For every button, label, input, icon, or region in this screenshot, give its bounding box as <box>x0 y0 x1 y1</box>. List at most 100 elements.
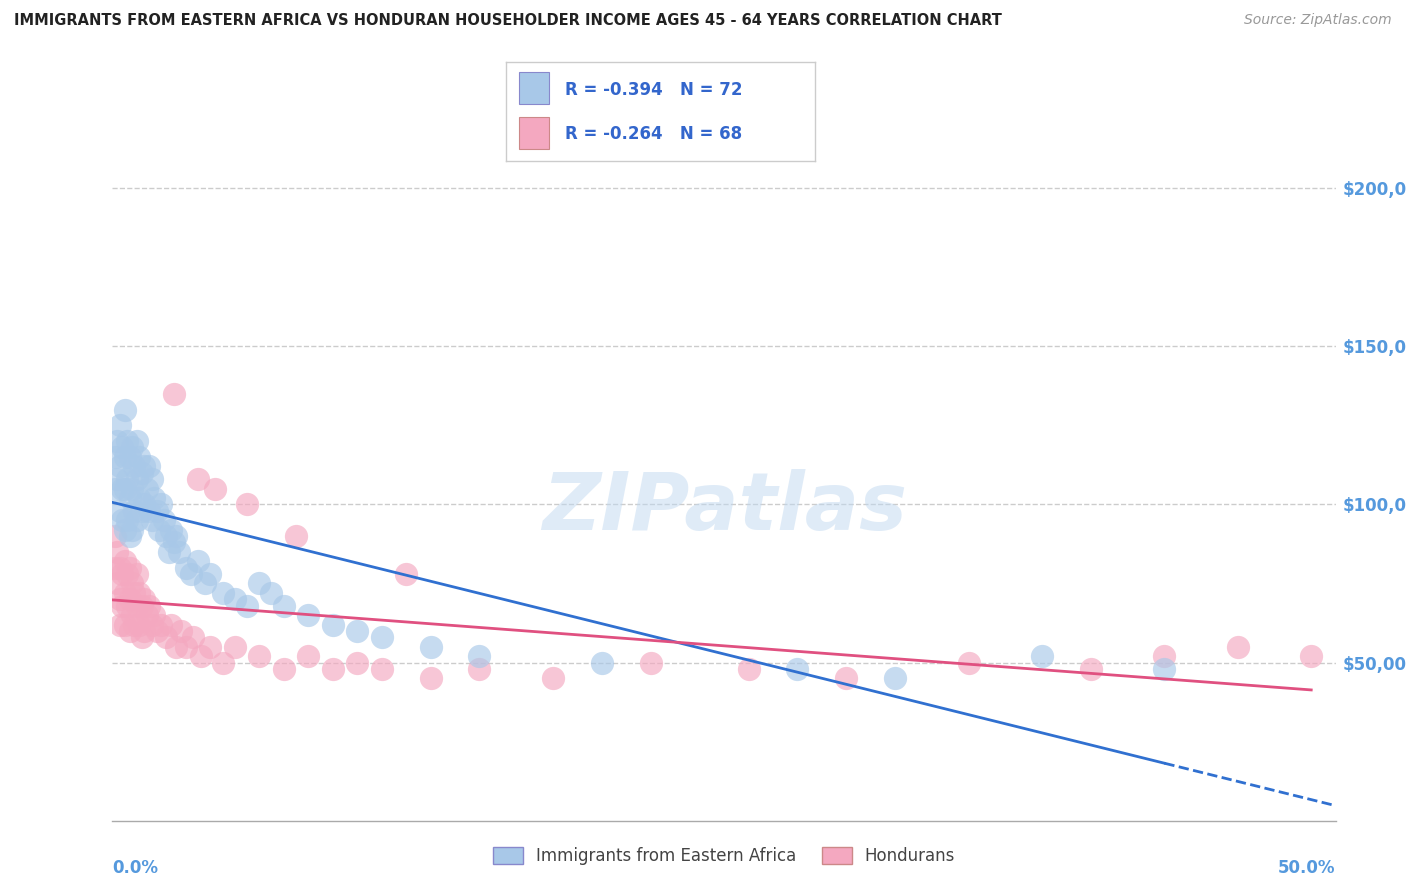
Point <box>104 560 127 574</box>
Point <box>111 482 134 496</box>
Point <box>163 535 186 549</box>
Point <box>346 656 368 670</box>
Point <box>322 662 344 676</box>
Point <box>125 472 148 486</box>
Point <box>224 592 246 607</box>
Point <box>737 662 759 676</box>
Point <box>157 545 180 559</box>
Point <box>155 630 177 644</box>
Point <box>111 566 134 581</box>
Point <box>1301 649 1323 664</box>
Point <box>108 504 131 518</box>
Point <box>108 459 131 474</box>
Point <box>370 662 392 676</box>
Point <box>105 472 128 486</box>
Point <box>1153 649 1175 664</box>
Point <box>163 386 186 401</box>
Point <box>125 566 148 581</box>
Point <box>468 649 491 664</box>
Point <box>115 472 138 486</box>
Point <box>200 566 222 581</box>
Point <box>108 617 131 632</box>
Point <box>145 624 167 638</box>
Point <box>111 599 134 613</box>
Point <box>105 434 128 449</box>
Text: ZIPatlas: ZIPatlas <box>541 468 907 547</box>
Legend: Immigrants from Eastern Africa, Hondurans: Immigrants from Eastern Africa, Honduran… <box>486 840 962 871</box>
Point <box>114 586 136 600</box>
Point <box>118 450 141 464</box>
Point <box>125 599 148 613</box>
Point <box>105 576 128 591</box>
Point <box>150 617 173 632</box>
Point <box>247 576 270 591</box>
Point <box>181 630 204 644</box>
Point <box>111 441 134 455</box>
Point <box>180 566 202 581</box>
Point <box>143 491 166 505</box>
Point <box>128 617 150 632</box>
Point <box>134 497 156 511</box>
Point <box>273 662 295 676</box>
Point <box>104 450 127 464</box>
Point <box>174 560 197 574</box>
Point <box>131 630 153 644</box>
Point <box>322 617 344 632</box>
Point <box>141 513 163 527</box>
Point <box>260 586 283 600</box>
Point <box>346 624 368 638</box>
Point <box>541 671 564 685</box>
Point <box>121 482 143 496</box>
Point <box>395 566 418 581</box>
Point <box>141 617 163 632</box>
Point <box>204 482 226 496</box>
Point <box>128 450 150 464</box>
Text: R = -0.394   N = 72: R = -0.394 N = 72 <box>565 81 742 99</box>
Point <box>640 656 662 670</box>
Point <box>153 513 176 527</box>
Point <box>236 497 259 511</box>
Point <box>174 640 197 654</box>
Point <box>1031 649 1053 664</box>
Point <box>114 523 136 537</box>
Point <box>145 504 167 518</box>
Point <box>125 434 148 449</box>
Point <box>187 472 209 486</box>
Point <box>160 617 183 632</box>
Point <box>835 671 858 685</box>
Point <box>114 482 136 496</box>
Point <box>786 662 808 676</box>
Point <box>114 617 136 632</box>
Point <box>419 671 441 685</box>
Point <box>115 566 138 581</box>
Point <box>370 630 392 644</box>
Point <box>211 586 233 600</box>
Point <box>131 504 153 518</box>
Point <box>165 529 187 543</box>
Text: 0.0%: 0.0% <box>112 859 159 877</box>
Point <box>170 624 193 638</box>
Point <box>273 599 295 613</box>
Point <box>1153 662 1175 676</box>
Text: 50.0%: 50.0% <box>1278 859 1336 877</box>
Point <box>165 640 187 654</box>
Point <box>134 624 156 638</box>
Point <box>114 554 136 568</box>
Point <box>111 513 134 527</box>
Point <box>124 504 146 518</box>
Point <box>118 529 141 543</box>
Point <box>108 560 131 574</box>
Point <box>297 649 319 664</box>
Point <box>211 656 233 670</box>
FancyBboxPatch shape <box>519 118 550 149</box>
Point <box>114 402 136 417</box>
Point <box>115 599 138 613</box>
Point <box>124 586 146 600</box>
Point <box>297 608 319 623</box>
Point <box>187 554 209 568</box>
Point <box>104 482 127 496</box>
Point <box>155 529 177 543</box>
Point <box>247 649 270 664</box>
Point <box>115 434 138 449</box>
Point <box>118 592 141 607</box>
